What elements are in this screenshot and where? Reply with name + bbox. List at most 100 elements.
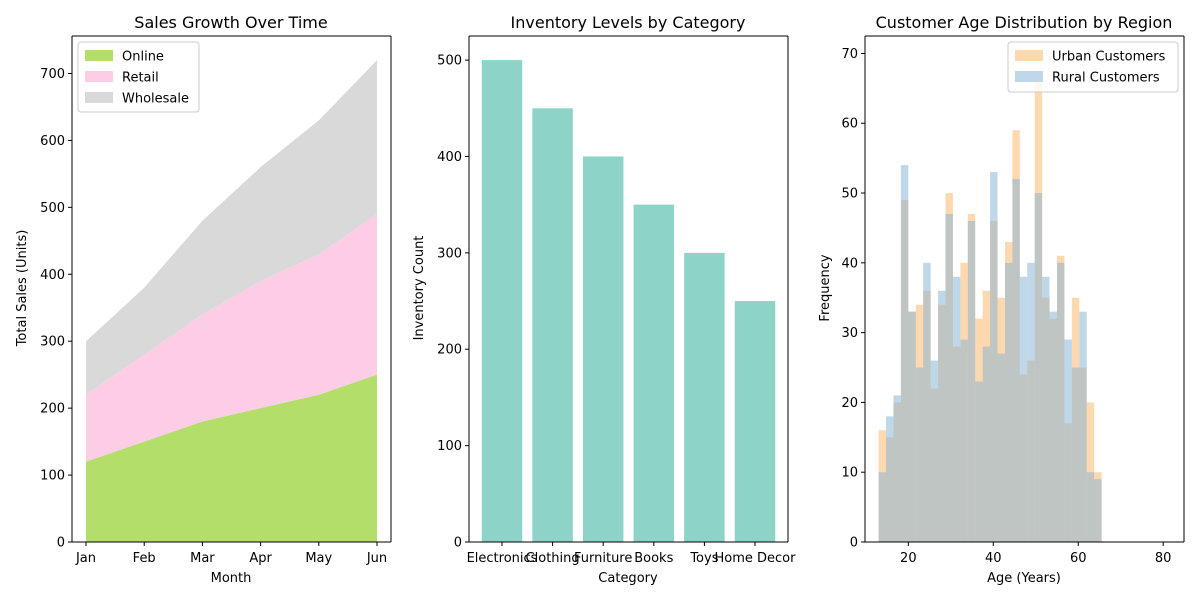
hist-bar-rural xyxy=(982,346,991,542)
hist-bar-rural xyxy=(1019,276,1028,542)
age-y-tick-label: 40 xyxy=(841,256,858,271)
sales-x-tick-label: May xyxy=(305,551,332,566)
hist-bar-rural xyxy=(923,262,931,542)
age-y-tick-label: 10 xyxy=(841,466,858,481)
bar-home-decor xyxy=(734,301,776,542)
hist-bar-rural xyxy=(967,220,976,542)
inventory-y-tick-label: 100 xyxy=(437,439,462,454)
hist-bar-rural xyxy=(886,416,894,542)
hist-bar-rural xyxy=(952,276,961,542)
inventory-y-tick-label: 0 xyxy=(454,536,462,551)
hist-bar-rural xyxy=(893,395,901,542)
age-y-tick-label: 30 xyxy=(841,326,858,341)
inventory-x-tick-label: Clothing xyxy=(526,551,580,566)
sales-y-tick-label: 200 xyxy=(40,402,65,417)
age-y-axis-label: Frequency xyxy=(818,254,833,321)
hist-bar-rural xyxy=(1094,479,1102,542)
age-legend-swatch xyxy=(1015,71,1043,82)
age-y-tick-label: 50 xyxy=(841,187,858,202)
hist-bar-rural xyxy=(1071,367,1080,542)
age-x-tick-label: 40 xyxy=(985,551,1002,566)
age-legend-box xyxy=(1007,41,1179,93)
hist-bar-rural xyxy=(1034,193,1043,542)
hist-bar-rural xyxy=(997,353,1005,542)
age-x-tick-label: 60 xyxy=(1070,551,1087,566)
inventory-y-axis-label: Inventory Count xyxy=(412,236,427,341)
age-legend: Urban Customers Rural Customers xyxy=(1007,41,1179,93)
sales-x-tick-label: Mar xyxy=(190,551,215,566)
hist-bar-rural xyxy=(975,381,983,542)
sales-y-tick-label: 0 xyxy=(57,536,65,551)
age-legend-label: Rural Customers xyxy=(1052,71,1160,86)
hist-bar-rural xyxy=(1079,311,1087,542)
area-series-wholesale xyxy=(86,60,377,395)
sales-y-tick-label: 600 xyxy=(40,134,65,149)
age-y-tick-label: 20 xyxy=(841,396,858,411)
age-axes: 20 40 60 80 0 10 20 30 40 50 60 70 xyxy=(841,35,1185,566)
bar-clothing xyxy=(532,108,573,543)
sales-legend-label: Online xyxy=(122,50,164,65)
sales-legend-label: Wholesale xyxy=(122,92,189,107)
inventory-bar-marks xyxy=(481,60,776,543)
age-y-tick-label: 70 xyxy=(841,47,858,62)
hist-bar-rural xyxy=(1049,311,1057,542)
hist-bar-rural xyxy=(960,339,968,542)
sales-chart-title: Sales Growth Over Time xyxy=(134,13,327,32)
age-x-axis-label: Age (Years) xyxy=(987,571,1061,586)
hist-bar-rural xyxy=(900,165,909,542)
hist-bar-rural xyxy=(878,472,887,542)
bar-furniture xyxy=(582,156,624,542)
inventory-y-tick-label: 300 xyxy=(437,246,462,261)
hist-bar-rural xyxy=(1064,339,1072,542)
age-chart-title: Customer Age Distribution by Region xyxy=(876,13,1173,32)
sales-x-tick-label: Apr xyxy=(249,551,272,566)
sales-y-axis-label: Total Sales (Units) xyxy=(15,230,30,348)
sales-area-marks xyxy=(86,60,377,542)
sales-y-tick-label: 400 xyxy=(40,268,65,283)
bar-electronics xyxy=(481,60,523,542)
hist-bar-rural xyxy=(1012,179,1020,542)
inventory-y-tick-label: 200 xyxy=(437,343,462,358)
age-x-tick-label: 20 xyxy=(900,551,917,566)
hist-bar-rural xyxy=(1056,262,1065,542)
hist-bar-rural xyxy=(938,290,946,542)
inventory-x-tick-label: Electronics xyxy=(467,551,538,566)
hist-bar-rural xyxy=(1086,472,1095,542)
sales-y-tick-label: 300 xyxy=(40,335,65,350)
age-x-tick-label: 80 xyxy=(1155,551,1172,566)
sales-y-tick-label: 100 xyxy=(40,469,65,484)
sales-x-tick-label: Feb xyxy=(133,551,156,566)
sales-x-tick-label: Jun xyxy=(366,551,387,566)
sales-legend-swatch xyxy=(85,92,113,103)
hist-bar-rural xyxy=(930,360,939,542)
hist-bar-rural xyxy=(945,213,953,542)
area-series-retail xyxy=(86,214,377,462)
inventory-x-tick-label: Furniture xyxy=(574,551,632,566)
hist-bar-rural xyxy=(908,311,916,542)
inventory-x-axis-label: Category xyxy=(598,571,658,586)
hist-bar-rural xyxy=(1042,276,1050,542)
sales-legend-swatch xyxy=(85,71,113,82)
sales-x-tick-label: Jan xyxy=(75,551,96,566)
sales-x-axis-label: Month xyxy=(211,571,252,586)
inventory-x-tick-label: Home Decor xyxy=(715,551,797,566)
age-y-tick-label: 0 xyxy=(850,536,858,551)
age-y-tick-label: 60 xyxy=(841,117,858,132)
inventory-y-tick-label: 500 xyxy=(437,54,462,69)
sales-legend: Online Retail Wholesale xyxy=(77,41,200,113)
age-legend-label: Urban Customers xyxy=(1052,50,1166,65)
bar-toys xyxy=(684,252,725,542)
inventory-y-tick-label: 400 xyxy=(437,150,462,165)
area-series-online xyxy=(86,374,377,542)
sales-legend-swatch xyxy=(85,50,113,61)
hist-bar-rural xyxy=(990,172,998,542)
bar-books xyxy=(633,204,675,542)
hist-bar-rural xyxy=(1027,262,1035,542)
sales-growth-chart: Jan Feb Mar Apr May Jun 0 100 200 300 400 500 600 700… xyxy=(15,13,392,586)
sales-axes: Jan Feb Mar Apr May Jun 0 100 200 300 400 500 600 700 xyxy=(40,35,392,566)
hist-bar-rural xyxy=(915,367,924,542)
inventory-chart-title: Inventory Levels by Category xyxy=(511,13,746,32)
